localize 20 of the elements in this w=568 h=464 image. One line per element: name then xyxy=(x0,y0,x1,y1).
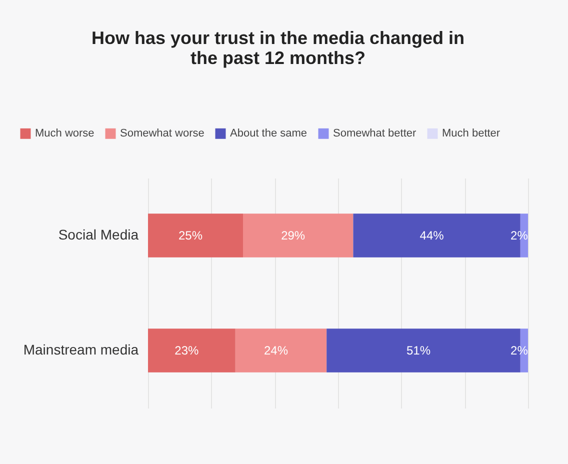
data-label: 29% xyxy=(281,228,306,242)
y-tick-label: Social Media xyxy=(58,226,139,242)
data-label: 23% xyxy=(174,344,200,358)
data-label: 2% xyxy=(510,344,528,358)
legend-label: Somewhat better xyxy=(333,128,416,140)
y-tick-label: Mainstream media xyxy=(23,342,139,358)
bar xyxy=(148,328,236,372)
chart-title: How has your trust in the media changed in the past 12 months? xyxy=(91,28,465,68)
data-label: 51% xyxy=(406,344,431,358)
bar xyxy=(235,328,327,372)
legend-label: Much better xyxy=(442,128,500,140)
data-label: 44% xyxy=(420,228,444,242)
bar xyxy=(148,214,243,258)
data-label: 24% xyxy=(264,344,288,358)
legend-label: About the same xyxy=(230,128,308,140)
legend-label: Much worse xyxy=(35,128,94,140)
data-label: 25% xyxy=(178,228,203,242)
bar xyxy=(243,214,354,258)
legend-label: Somewhat worse xyxy=(120,128,204,140)
data-label: 2% xyxy=(510,228,528,242)
